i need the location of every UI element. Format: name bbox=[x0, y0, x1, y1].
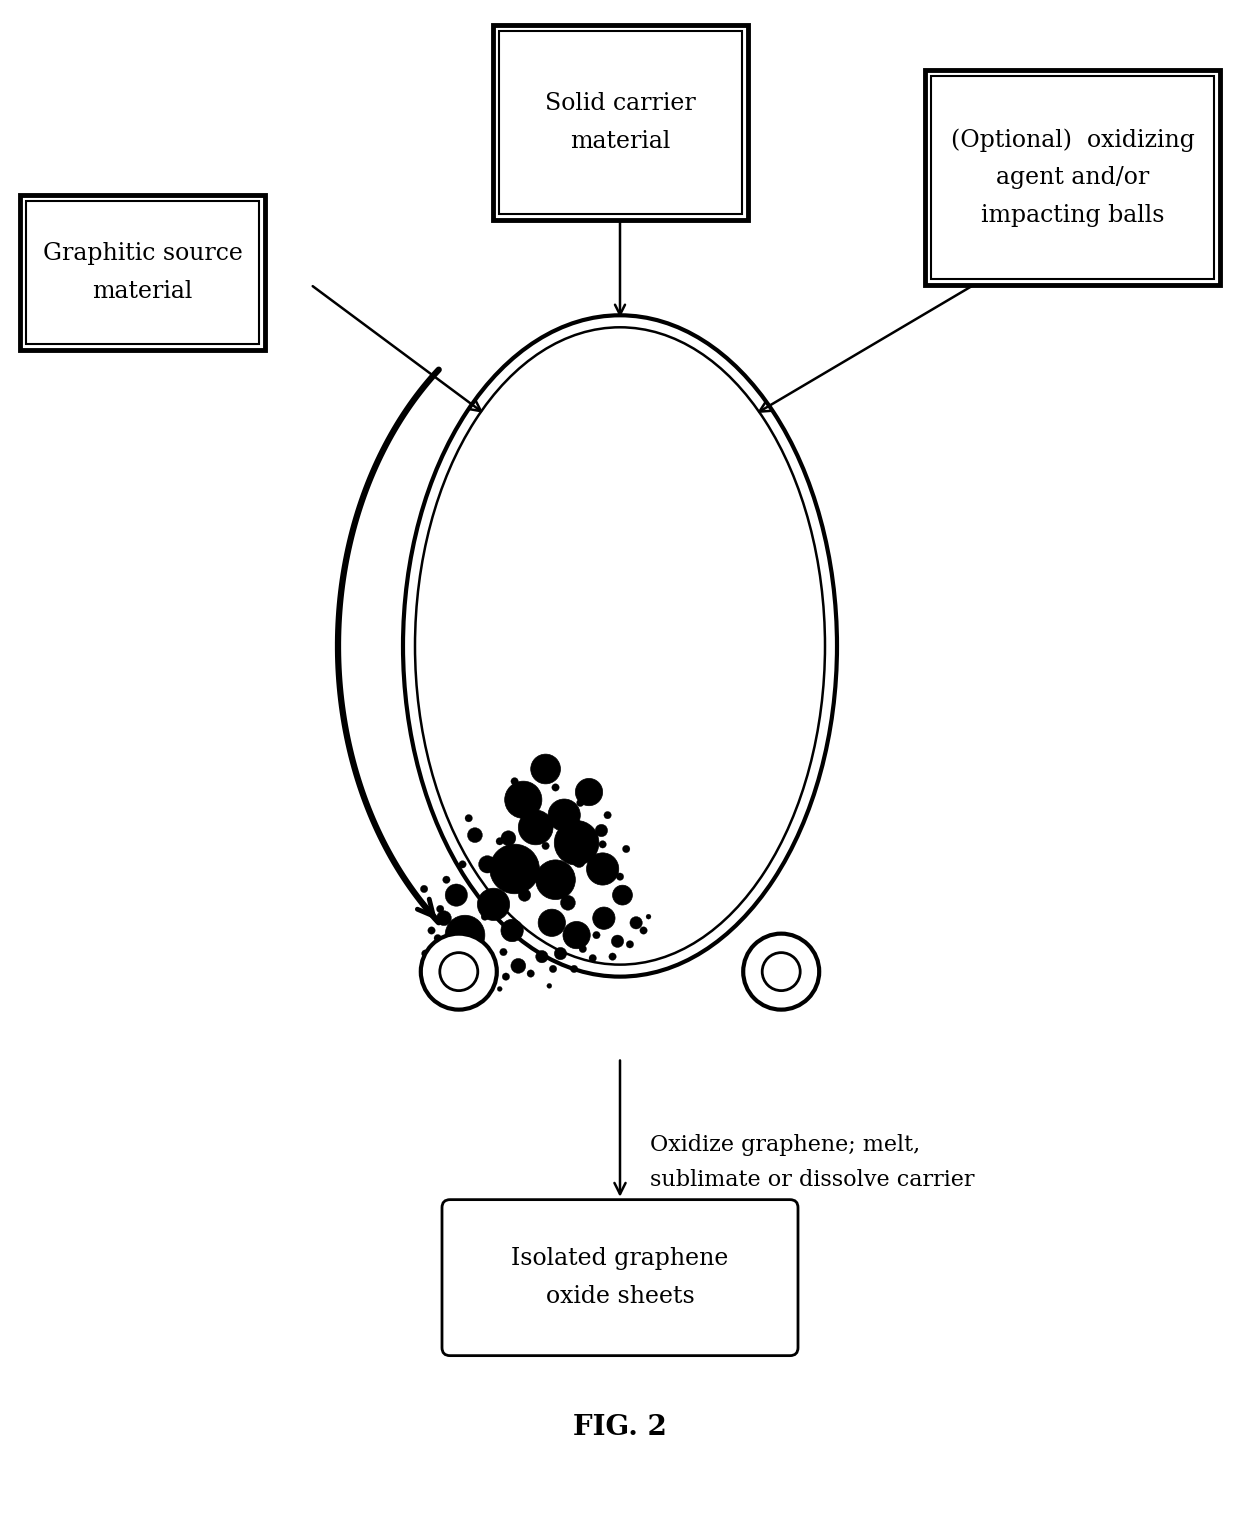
Circle shape bbox=[445, 884, 467, 906]
Circle shape bbox=[611, 935, 624, 947]
Circle shape bbox=[609, 954, 616, 960]
Circle shape bbox=[505, 781, 542, 818]
Circle shape bbox=[443, 877, 450, 883]
FancyBboxPatch shape bbox=[931, 75, 1214, 278]
FancyBboxPatch shape bbox=[26, 201, 259, 345]
Circle shape bbox=[599, 841, 606, 847]
Circle shape bbox=[481, 957, 494, 969]
Text: (Optional)  oxidizing
agent and/or
impacting balls: (Optional) oxidizing agent and/or impact… bbox=[951, 128, 1194, 226]
Circle shape bbox=[428, 927, 435, 934]
Circle shape bbox=[604, 812, 611, 818]
Circle shape bbox=[518, 889, 531, 901]
Circle shape bbox=[538, 909, 565, 937]
Circle shape bbox=[563, 921, 590, 949]
Circle shape bbox=[434, 935, 441, 941]
Circle shape bbox=[436, 906, 444, 912]
Circle shape bbox=[575, 778, 603, 806]
Circle shape bbox=[475, 944, 482, 950]
Circle shape bbox=[570, 854, 578, 860]
Circle shape bbox=[420, 934, 497, 1009]
Circle shape bbox=[511, 778, 518, 784]
FancyBboxPatch shape bbox=[925, 71, 1220, 285]
Circle shape bbox=[593, 932, 600, 938]
Circle shape bbox=[616, 874, 624, 880]
Circle shape bbox=[560, 895, 575, 910]
Circle shape bbox=[531, 754, 560, 784]
Circle shape bbox=[467, 827, 482, 843]
Circle shape bbox=[459, 861, 466, 867]
Circle shape bbox=[501, 831, 516, 846]
Circle shape bbox=[613, 886, 632, 904]
Circle shape bbox=[527, 970, 534, 977]
Circle shape bbox=[626, 941, 634, 947]
Circle shape bbox=[443, 958, 450, 964]
Circle shape bbox=[547, 983, 552, 989]
FancyBboxPatch shape bbox=[492, 25, 748, 220]
Circle shape bbox=[549, 966, 557, 972]
Circle shape bbox=[422, 950, 429, 957]
Circle shape bbox=[453, 920, 460, 926]
FancyBboxPatch shape bbox=[441, 1200, 799, 1355]
Circle shape bbox=[579, 946, 587, 952]
Text: FIG. 2: FIG. 2 bbox=[573, 1413, 667, 1441]
Circle shape bbox=[497, 986, 502, 992]
Circle shape bbox=[502, 974, 510, 980]
Circle shape bbox=[640, 927, 647, 934]
Text: Isolated graphene
oxide sheets: Isolated graphene oxide sheets bbox=[511, 1247, 729, 1307]
Circle shape bbox=[481, 914, 489, 920]
FancyBboxPatch shape bbox=[498, 31, 742, 214]
FancyBboxPatch shape bbox=[20, 195, 265, 351]
Circle shape bbox=[542, 843, 549, 849]
Circle shape bbox=[518, 811, 553, 844]
Circle shape bbox=[589, 955, 596, 961]
Text: Oxidize graphene; melt,
sublimate or dissolve carrier: Oxidize graphene; melt, sublimate or dis… bbox=[650, 1134, 975, 1192]
Circle shape bbox=[454, 986, 459, 992]
Text: Solid carrier
material: Solid carrier material bbox=[544, 92, 696, 152]
Ellipse shape bbox=[415, 328, 825, 964]
Circle shape bbox=[435, 981, 440, 987]
Circle shape bbox=[501, 920, 523, 941]
Circle shape bbox=[536, 950, 548, 963]
Circle shape bbox=[554, 820, 599, 866]
Circle shape bbox=[511, 958, 526, 974]
Circle shape bbox=[453, 944, 472, 963]
Circle shape bbox=[477, 889, 510, 920]
Circle shape bbox=[552, 784, 559, 791]
Circle shape bbox=[536, 860, 575, 900]
Circle shape bbox=[445, 915, 485, 955]
Circle shape bbox=[630, 917, 642, 929]
Circle shape bbox=[570, 966, 578, 972]
Circle shape bbox=[496, 838, 503, 844]
Circle shape bbox=[646, 914, 651, 920]
Circle shape bbox=[577, 800, 584, 806]
Circle shape bbox=[479, 855, 496, 874]
Text: Graphitic source
material: Graphitic source material bbox=[42, 243, 243, 303]
Circle shape bbox=[500, 949, 507, 955]
Circle shape bbox=[573, 855, 585, 867]
Circle shape bbox=[587, 854, 619, 884]
Circle shape bbox=[743, 934, 820, 1009]
Circle shape bbox=[595, 824, 608, 837]
Circle shape bbox=[554, 947, 567, 960]
Circle shape bbox=[440, 952, 477, 990]
Circle shape bbox=[420, 886, 428, 892]
Circle shape bbox=[622, 846, 630, 852]
Circle shape bbox=[465, 815, 472, 821]
Circle shape bbox=[490, 844, 539, 894]
Circle shape bbox=[465, 970, 472, 977]
Circle shape bbox=[763, 952, 800, 990]
Circle shape bbox=[436, 910, 451, 926]
Circle shape bbox=[593, 907, 615, 929]
Circle shape bbox=[548, 800, 580, 831]
Circle shape bbox=[419, 969, 424, 975]
